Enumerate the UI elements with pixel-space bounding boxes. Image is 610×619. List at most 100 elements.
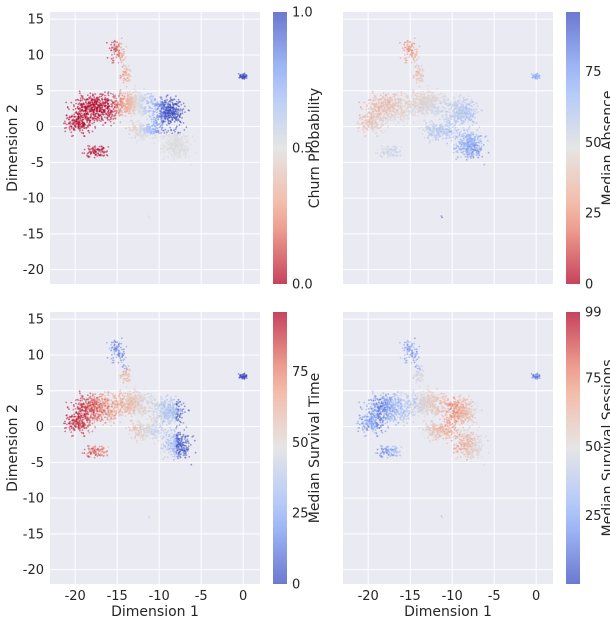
scatter-point (400, 111, 403, 113)
scatter-point (460, 119, 463, 122)
scatter-point (78, 112, 81, 115)
scatter-point (436, 136, 438, 139)
scatter-point (89, 95, 92, 98)
scatter-point (391, 102, 394, 104)
scatter-point (116, 53, 118, 56)
scatter-point (411, 114, 414, 117)
scatter-point (70, 101, 73, 104)
scatter-point (457, 146, 460, 148)
scatter-point (460, 143, 463, 146)
scatter-point (443, 95, 446, 97)
scatter-point (121, 103, 124, 106)
scatter-point (477, 111, 479, 113)
scatter-point (134, 90, 137, 92)
scatter-point (451, 110, 454, 112)
scatter-point (460, 117, 462, 120)
scatter-point (94, 114, 97, 117)
scatter-point (89, 92, 92, 95)
scatter-point (114, 101, 116, 104)
scatter-point (125, 127, 127, 130)
scatter-point (428, 141, 431, 144)
scatter-point (397, 111, 400, 113)
scatter-point (357, 122, 360, 125)
scatter-points (356, 37, 541, 219)
scatter-point (472, 155, 474, 158)
colorbar-tick-label: 0.5 (292, 142, 313, 157)
scatter-point (416, 67, 419, 70)
scatter-point (426, 97, 428, 99)
scatter-point (151, 137, 154, 140)
scatter-point (466, 158, 468, 161)
scatter-point (157, 116, 160, 119)
scatter-point (163, 132, 166, 134)
scatter-point (66, 123, 68, 126)
scatter-point (109, 120, 112, 123)
scatter-point (422, 90, 425, 93)
scatter-point (170, 121, 172, 124)
scatter-point (140, 115, 143, 117)
scatter-point (406, 122, 408, 124)
scatter-point (119, 59, 122, 62)
scatter-point (102, 93, 104, 96)
scatter-point (402, 120, 405, 123)
scatter-point (96, 148, 99, 151)
scatter-point (101, 154, 103, 157)
scatter-point (463, 135, 466, 137)
scatter-point (466, 147, 469, 150)
scatter-point (443, 100, 446, 103)
scatter-point (455, 147, 458, 150)
scatter-point (128, 129, 131, 132)
scatter-point (454, 105, 457, 108)
scatter-point (122, 95, 125, 98)
scatter-point (178, 148, 181, 151)
scatter-point (393, 95, 396, 98)
scatter-point (100, 147, 103, 150)
scatter-point (163, 136, 166, 139)
scatter-point (463, 112, 465, 115)
scatter-point (137, 101, 140, 103)
scatter-point (467, 103, 469, 106)
scatter-point (363, 126, 366, 128)
scatter-point (423, 137, 426, 139)
scatter-point (170, 128, 172, 131)
scatter-point (107, 105, 110, 108)
scatter-point (400, 105, 403, 108)
scatter-point (471, 148, 474, 151)
scatter-point (68, 127, 71, 129)
scatter-point (444, 114, 447, 116)
scatter-point (177, 102, 179, 105)
scatter-point (120, 75, 123, 78)
scatter-point (118, 113, 120, 115)
scatter-point (106, 114, 109, 117)
scatter-point (478, 151, 480, 154)
scatter-point (460, 108, 463, 111)
scatter-point (434, 96, 437, 99)
scatter-point (169, 133, 172, 135)
scatter-point (111, 104, 114, 107)
scatter-point (183, 105, 186, 108)
scatter-point (437, 106, 440, 109)
scatter-point (379, 98, 381, 101)
scatter-point (147, 100, 149, 102)
scatter-point (374, 123, 377, 126)
scatter-point (404, 109, 406, 112)
scatter-point (167, 151, 170, 154)
scatter-point (454, 137, 457, 140)
scatter-point (397, 116, 399, 119)
scatter-point (117, 108, 120, 111)
scatter-point (372, 127, 375, 130)
scatter-point (179, 101, 182, 103)
scatter-point (386, 109, 388, 112)
scatter-point (431, 126, 434, 129)
scatter-point (133, 110, 135, 113)
scatter-point (455, 151, 458, 153)
scatter-point (377, 99, 380, 101)
scatter-point (162, 129, 165, 132)
scatter-point (134, 126, 137, 129)
scatter-point (86, 153, 89, 155)
scatter-point (183, 138, 186, 141)
scatter-point (462, 109, 464, 112)
scatter-point (98, 117, 100, 120)
scatter-point (470, 143, 473, 146)
